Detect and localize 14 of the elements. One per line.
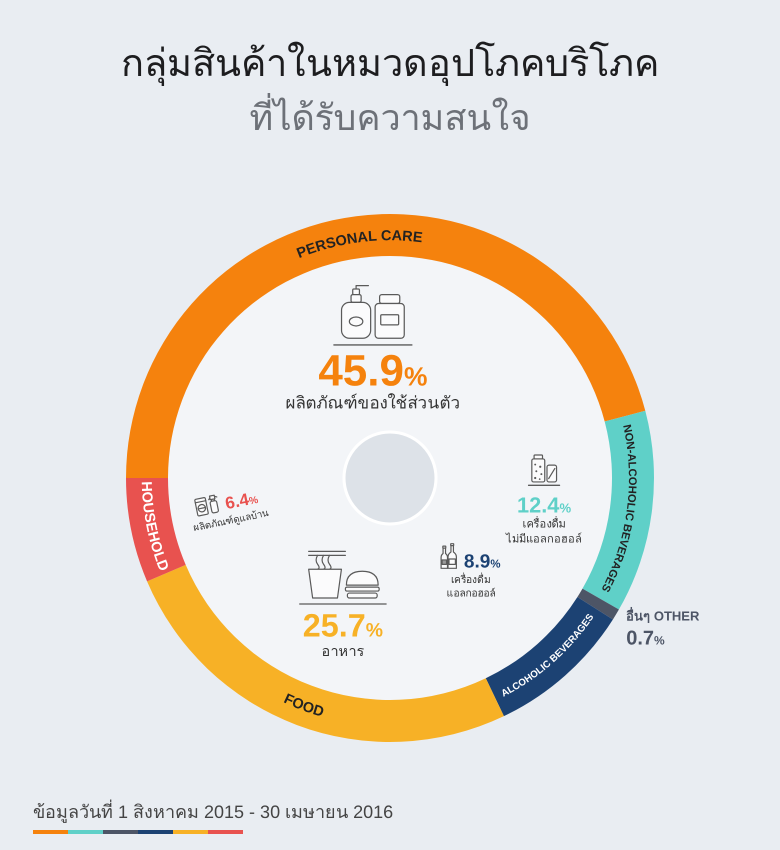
data-label: 8.9% <box>464 551 500 572</box>
slice-label: อื่นๆ OTHER <box>626 606 700 624</box>
data-label: 25.7% <box>302 608 384 644</box>
text: อาหาร <box>321 644 364 660</box>
data-label: 12.4% <box>516 492 572 518</box>
text: ข้อมูลวันที่ 1 สิงหาคม 2015 - 30 เมษายน 2016 <box>33 799 394 823</box>
slice-label: FOOD <box>281 691 326 721</box>
text: เครื่องดื่ม ไม่มีแอลกอฮอล์ <box>506 518 582 546</box>
chart-title: กลุ่มสินค้าในหมวดอุปโภคบริโภค <box>121 41 659 86</box>
text: ผลิตภัณฑ์ของใช้ส่วนตัว <box>285 394 460 413</box>
donut-slice <box>486 596 613 716</box>
text: เครื่องดื่ม แอลกอฮอล์ <box>446 575 496 600</box>
chart-subtitle: ที่ได้รับความสนใจ <box>250 93 530 138</box>
data-label: 0.7% <box>626 628 666 650</box>
